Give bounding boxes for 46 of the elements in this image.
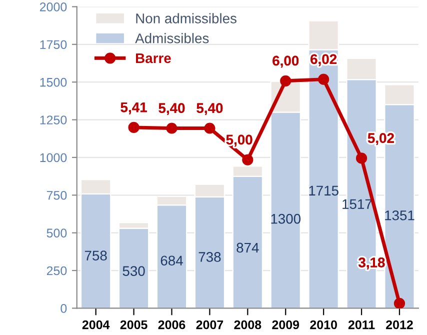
legend-label: Admissibles	[135, 33, 209, 44]
y-tick-label: 750	[46, 190, 67, 200]
x-tick-label: 2008	[234, 320, 262, 330]
point	[394, 298, 406, 308]
data-label: 1517	[342, 199, 372, 210]
legend-label: Barre	[136, 53, 171, 64]
data-label: 5,40	[196, 103, 223, 116]
x-tick-label: 2007	[196, 320, 224, 330]
y-tick-label: 1750	[40, 40, 67, 50]
data-label: 3,18	[358, 258, 385, 270]
data-label: 738	[198, 252, 221, 262]
x-tick-label: 2012	[386, 320, 413, 330]
x-tick-label: 2010	[310, 320, 337, 330]
data-label: 6,02	[310, 54, 337, 66]
y-tick-label: 500	[46, 228, 67, 238]
x-tick-label: 2004	[82, 320, 110, 330]
data-label: 1715	[309, 186, 338, 196]
data-label: 1300	[271, 214, 301, 224]
data-label: 684	[160, 256, 183, 266]
point	[204, 122, 216, 134]
y-tick-label: 250	[46, 266, 67, 276]
point	[242, 154, 254, 166]
y-tick-label: 2000	[40, 2, 67, 12]
data-label: 5,41	[120, 102, 147, 114]
data-label: 5,00	[226, 134, 252, 147]
point	[166, 122, 178, 134]
data-label: 874	[236, 242, 259, 253]
x-tick-label: 2009	[272, 320, 300, 330]
x-tick-label: 2006	[158, 320, 186, 330]
data-label: 5,40	[158, 103, 185, 116]
legend-label: Non admissibles	[136, 13, 236, 24]
y-tick-label: 0	[60, 304, 67, 313]
point	[280, 75, 292, 86]
x-tick-label: 2005	[120, 320, 148, 330]
x-tick-label: 2011	[348, 320, 375, 330]
y-tick-label: 1500	[40, 78, 67, 87]
point	[318, 74, 330, 85]
data-label: 1351	[385, 210, 414, 220]
point	[356, 152, 368, 164]
y-tick-label: 1000	[40, 153, 67, 162]
data-label: 530	[122, 266, 145, 276]
data-label: 758	[84, 250, 107, 261]
data-label: 6,00	[272, 56, 299, 68]
data-label: 5,02	[368, 133, 394, 146]
point	[128, 122, 140, 134]
y-tick-label: 1250	[40, 116, 67, 124]
